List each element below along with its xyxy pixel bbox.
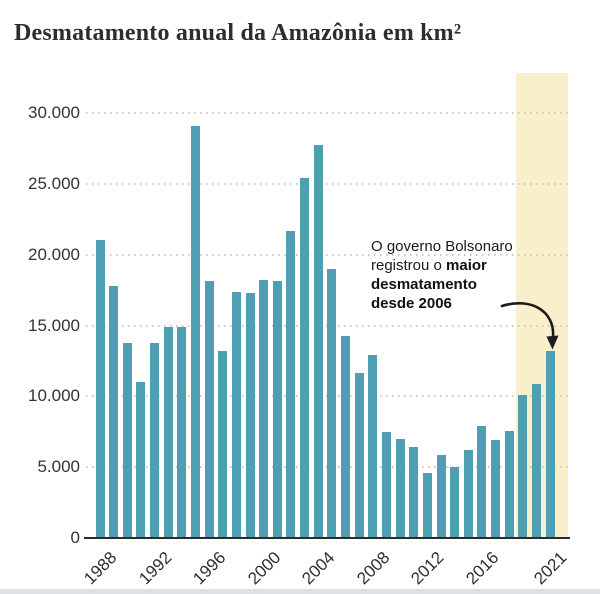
annotation-text: registrou o [371, 257, 447, 274]
bar-2003 [300, 178, 310, 538]
y-axis-label: 0 [70, 528, 80, 547]
y-axis-label: 10.000 [28, 386, 80, 406]
y-axis-label: 30.000 [28, 103, 80, 122]
gridline [86, 112, 568, 114]
annotation-line-1: O governo Bolsonaro [371, 237, 546, 256]
gridline [86, 182, 568, 185]
x-axis-label: 2004 [298, 548, 339, 589]
bar-2001 [272, 280, 282, 538]
bar-2010 [395, 438, 405, 538]
bar-2019 [518, 394, 528, 538]
bar-2017 [491, 439, 501, 538]
bar-2011 [409, 447, 419, 538]
bar-1991 [136, 381, 146, 538]
bar-2008 [368, 355, 378, 538]
bar-2014 [450, 466, 460, 538]
bar-2016 [477, 426, 487, 538]
y-axis-label: 25.000 [28, 173, 80, 193]
gridline [86, 253, 568, 256]
bar-2021 [545, 350, 555, 538]
x-axis-label: 2012 [407, 548, 448, 589]
annotation-text-bold: maior [446, 257, 487, 274]
x-axis-line [84, 537, 570, 539]
chart-title: Desmatamento anual da Amazônia em km² [14, 20, 462, 46]
bar-1995 [190, 126, 200, 538]
bar-2005 [327, 268, 337, 538]
x-axis-label: 1996 [189, 548, 230, 589]
bar-1994 [177, 326, 187, 538]
bar-1989 [109, 286, 119, 538]
bar-1993 [163, 326, 173, 538]
bar-2013 [436, 454, 446, 538]
bar-2002 [286, 231, 296, 538]
annotation-text-bold: desde 2006 [371, 295, 452, 312]
annotation-text-bold: desmatamento [371, 276, 477, 293]
annotation-text: O governo Bolsonaro [371, 238, 513, 255]
annotation-line-3: desmatamento [371, 275, 546, 294]
y-axis-label: 5.000 [37, 457, 80, 477]
footer-divider [0, 589, 600, 594]
bar-1992 [150, 342, 160, 538]
x-axis-label: 2021 [530, 548, 571, 589]
annotation-line-2: registrou o maior [371, 256, 546, 275]
x-axis-label: 2000 [243, 548, 285, 589]
bar-2009 [381, 432, 391, 538]
gridline [86, 324, 568, 327]
bar-2020 [531, 384, 541, 538]
bar-2007 [354, 372, 364, 538]
x-axis-label: 2016 [462, 548, 503, 589]
bar-1990 [122, 343, 132, 538]
bar-1998 [231, 291, 241, 538]
gridline [86, 395, 568, 398]
y-axis-label: 20.000 [28, 244, 80, 264]
bar-2000 [259, 279, 269, 538]
x-axis-label: 2008 [353, 548, 394, 589]
bar-1997 [218, 350, 228, 538]
y-axis-label: 15.000 [28, 315, 80, 335]
bar-2012 [422, 473, 432, 538]
gridline [86, 466, 568, 469]
bar-2018 [504, 431, 514, 538]
annotation-line-4: desde 2006 [371, 294, 546, 313]
bar-1988 [95, 239, 105, 538]
bar-1996 [204, 280, 214, 538]
bar-1999 [245, 293, 255, 538]
bar-2006 [341, 335, 351, 538]
bar-2004 [313, 144, 323, 538]
x-axis-label: 1992 [134, 548, 175, 589]
x-axis-label: 1988 [80, 548, 121, 589]
annotation: O governo Bolsonaro registrou o maior de… [371, 237, 546, 313]
bar-2015 [463, 450, 473, 538]
